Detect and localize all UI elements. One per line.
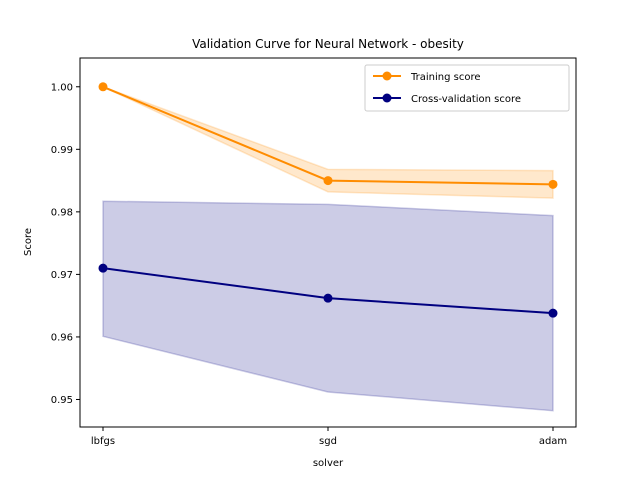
y-axis-label: Score: [23, 228, 34, 256]
legend-label-cross-validation: Cross-validation score: [411, 94, 521, 105]
legend-marker-cross-validation: [382, 93, 392, 103]
y-tick-label-0.97: 0.97: [51, 270, 73, 281]
x-axis-label: solver: [313, 458, 344, 469]
legend-marker-training: [382, 71, 392, 81]
series-points: [98, 82, 558, 318]
legend-label-training: Training score: [410, 72, 481, 83]
x-axis-ticks: lbfgs sgd adam: [91, 427, 567, 447]
training-point-sgd: [323, 176, 333, 186]
cross-validation-point-lbfgs: [98, 263, 108, 273]
cross-validation-point-adam: [548, 308, 558, 318]
y-tick-label-0.96: 0.96: [51, 332, 73, 343]
y-tick-label-0.99: 0.99: [51, 145, 73, 156]
legend-frame: [364, 64, 570, 112]
training-point-lbfgs: [98, 82, 108, 92]
chart-title: Validation Curve for Neural Network - ob…: [192, 37, 464, 51]
cross-validation-point-sgd: [323, 293, 333, 303]
legend: Training score Cross-validation score: [364, 64, 570, 112]
y-tick-label-0.98: 0.98: [51, 207, 73, 218]
confidence-bands: [102, 86, 554, 412]
x-tick-label-sgd: sgd: [319, 436, 337, 447]
y-axis-ticks: 0.95 0.96 0.97 0.98 0.99 1.00: [51, 82, 80, 406]
cross-validation-score-band: [102, 200, 554, 412]
y-tick-label-0.95: 0.95: [51, 395, 73, 406]
training-point-adam: [548, 179, 558, 189]
x-tick-label-lbfgs: lbfgs: [91, 436, 115, 447]
y-tick-label-1.00: 1.00: [51, 82, 73, 93]
x-tick-label-adam: adam: [539, 436, 567, 447]
